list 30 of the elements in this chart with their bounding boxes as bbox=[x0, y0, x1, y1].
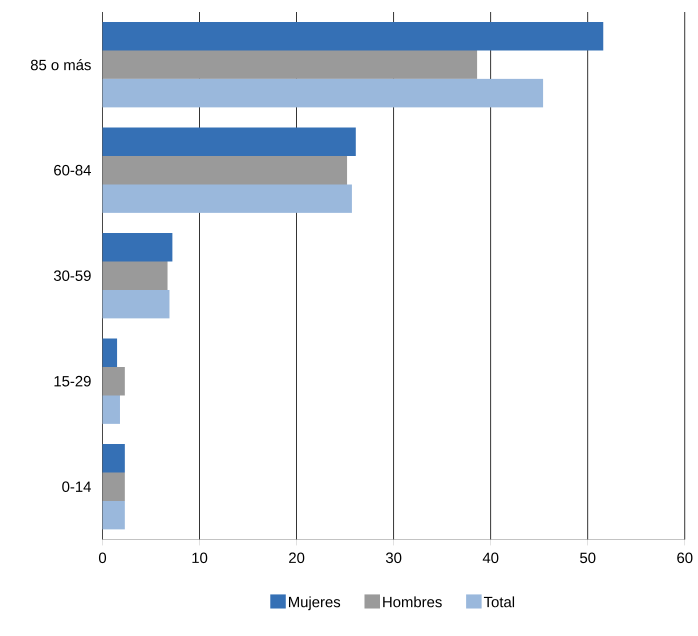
x-tick-label: 60 bbox=[677, 552, 692, 564]
y-tick-label: 60-84 bbox=[54, 164, 91, 176]
bar bbox=[102, 127, 356, 156]
x-tick-label: 0 bbox=[98, 552, 106, 564]
bar bbox=[102, 156, 348, 184]
legend-label: Total bbox=[484, 596, 514, 608]
y-tick-label: 30-59 bbox=[54, 270, 91, 281]
bar bbox=[102, 22, 604, 50]
bar bbox=[102, 338, 118, 367]
x-tick-label: 10 bbox=[192, 552, 208, 564]
y-tick-label: 0-14 bbox=[62, 481, 91, 492]
x-tick-label: 20 bbox=[289, 552, 304, 564]
bar bbox=[102, 261, 168, 290]
bar bbox=[102, 472, 125, 501]
x-tick-label: 40 bbox=[482, 552, 498, 564]
bar bbox=[102, 395, 120, 424]
bar bbox=[102, 444, 125, 472]
x-tick-label: 50 bbox=[580, 552, 596, 564]
bar bbox=[102, 232, 172, 262]
x-tick-label: 30 bbox=[386, 552, 402, 564]
bar bbox=[102, 184, 352, 213]
y-tick-label: 85 o más bbox=[30, 59, 91, 70]
y-tick-label: 15-29 bbox=[54, 376, 91, 386]
bar bbox=[102, 50, 478, 79]
legend-label: Hombres bbox=[383, 596, 442, 608]
bar bbox=[102, 78, 544, 108]
bar bbox=[102, 290, 170, 318]
bar bbox=[102, 500, 125, 530]
legend-label: Mujeres bbox=[288, 596, 340, 610]
bar bbox=[102, 366, 125, 396]
